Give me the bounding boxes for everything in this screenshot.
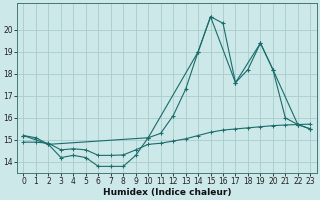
X-axis label: Humidex (Indice chaleur): Humidex (Indice chaleur) — [103, 188, 231, 197]
